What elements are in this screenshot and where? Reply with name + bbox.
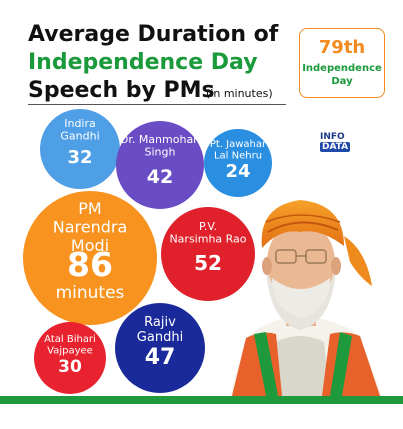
- infodata-logo: INFO DATA: [320, 132, 356, 156]
- infodata-line-2: DATA: [320, 142, 351, 152]
- independence-day-badge: 79th Independence Day: [299, 28, 385, 98]
- unit-label: (in minutes): [206, 87, 273, 100]
- title-line-3: Speech by PMs: [28, 78, 215, 103]
- title-underline: [28, 104, 286, 105]
- badge-line-1: Independence: [302, 63, 382, 74]
- badge-line-2: Day: [331, 76, 353, 87]
- badge-number: 79th: [318, 37, 366, 58]
- title-line-2: Independence Day: [28, 50, 258, 75]
- title-line-1: Average Duration of: [28, 22, 279, 47]
- bottom-white-strip: [0, 404, 403, 429]
- infodata-line-1: INFO: [320, 132, 345, 142]
- bottom-green-bar: [0, 396, 403, 404]
